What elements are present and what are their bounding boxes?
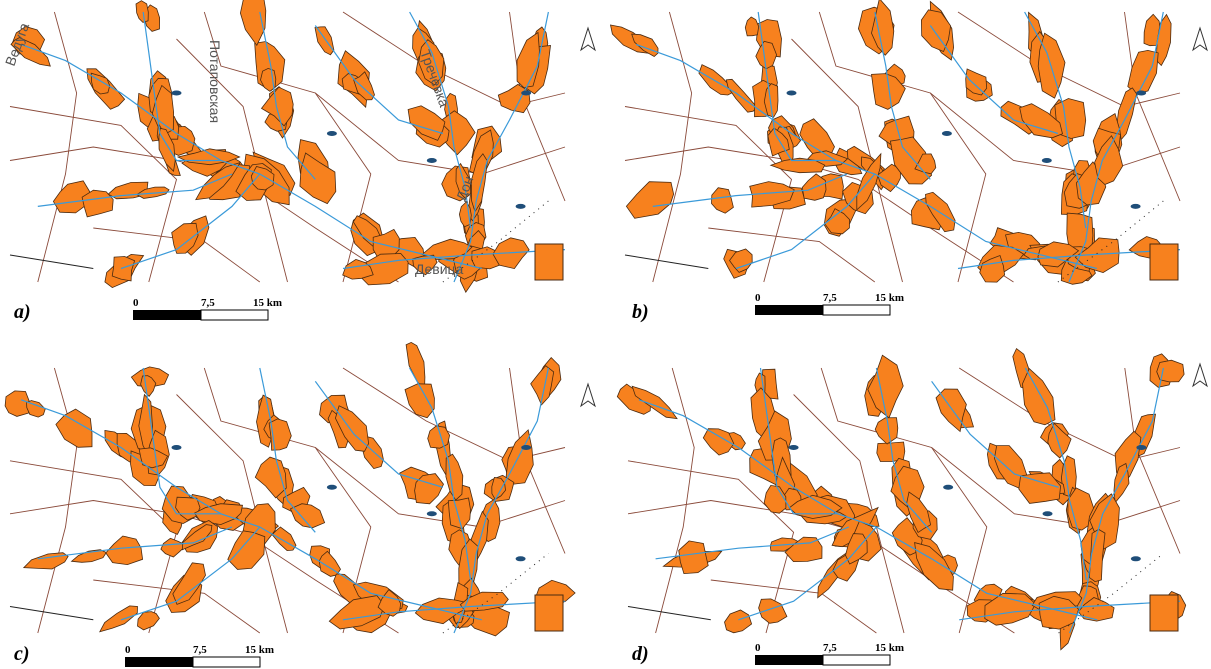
- north-arrow: [581, 28, 595, 50]
- scale-label: 0: [133, 297, 139, 309]
- settlement: [875, 418, 898, 444]
- railway: [625, 255, 708, 269]
- scale-bar-white: [201, 310, 268, 320]
- settlement: [725, 610, 752, 633]
- panel-label: a): [14, 301, 31, 323]
- lake: [1136, 91, 1146, 96]
- river-name: Девица: [415, 261, 464, 277]
- settlement: [712, 188, 734, 214]
- industrial: [1150, 244, 1178, 280]
- north-arrow: [581, 384, 595, 406]
- lake: [787, 91, 797, 96]
- scale-bar-black: [125, 657, 193, 667]
- scale-bar-black: [755, 655, 823, 665]
- figure: a)07,515 kmПотаповскаяТречевкаДонДевицаВ…: [0, 0, 1211, 669]
- settlement: [726, 79, 757, 112]
- north-arrow: [1193, 28, 1207, 50]
- settlement: [745, 17, 758, 36]
- settlement: [405, 384, 434, 418]
- settlement: [138, 612, 160, 630]
- settlement: [406, 342, 425, 390]
- settlement: [136, 1, 148, 23]
- settlement: [448, 498, 470, 529]
- scale-label: 15 km: [253, 297, 282, 309]
- scale-bar-black: [133, 310, 201, 320]
- lake: [789, 445, 799, 450]
- settlement: [626, 182, 673, 219]
- lake: [516, 204, 526, 209]
- scale-label: 15 km: [875, 642, 904, 654]
- settlement: [679, 541, 709, 574]
- industrial: [535, 595, 563, 631]
- panel-label: d): [632, 643, 649, 665]
- settlement: [1048, 423, 1071, 458]
- lake: [427, 158, 437, 163]
- river-name: Потаповская: [207, 40, 223, 123]
- map-panel: c) 0 7,5 15 km: [5, 342, 595, 667]
- railway: [628, 607, 711, 620]
- settlement: [228, 531, 265, 570]
- lake: [172, 91, 182, 96]
- settlement: [106, 536, 143, 565]
- settlement: [72, 550, 107, 563]
- scale-bar-black: [755, 305, 823, 315]
- settlement: [506, 430, 533, 484]
- road: [10, 461, 177, 633]
- scale-bar-white: [823, 655, 890, 665]
- lake: [327, 485, 337, 490]
- settlement: [100, 606, 138, 632]
- scale-label: 15 km: [245, 644, 274, 656]
- settlement: [408, 106, 445, 141]
- lake: [427, 511, 437, 516]
- lake: [1131, 204, 1141, 209]
- settlement: [921, 10, 950, 52]
- scale-label: 7,5: [823, 292, 837, 304]
- map-panel: b) 0 7,5 15 km: [611, 0, 1208, 323]
- scale-label: 7,5: [823, 642, 837, 654]
- settlement: [315, 27, 334, 55]
- scale-label: 0: [755, 292, 761, 304]
- lake: [942, 131, 952, 136]
- settlement: [5, 391, 29, 417]
- scale-bar-white: [193, 657, 260, 667]
- lake: [1042, 158, 1052, 163]
- scale-bar-white: [823, 305, 890, 315]
- railway: [10, 255, 93, 269]
- lake: [1136, 445, 1146, 450]
- scale-label: 7,5: [193, 644, 207, 656]
- industrial: [535, 244, 563, 280]
- lake: [521, 91, 531, 96]
- scale-label: 0: [755, 642, 761, 654]
- railway: [10, 607, 93, 620]
- settlement: [24, 553, 68, 569]
- lake: [943, 485, 953, 490]
- settlement: [272, 527, 296, 551]
- north-arrow: [1193, 364, 1207, 386]
- panel-label: b): [632, 301, 649, 323]
- lake: [1131, 556, 1141, 561]
- scale-label: 0: [125, 644, 131, 656]
- map-panel: d) 0 7,5 15 km: [617, 349, 1207, 665]
- lake: [1043, 511, 1053, 516]
- lake: [521, 445, 531, 450]
- lake: [516, 556, 526, 561]
- settlement: [112, 257, 134, 281]
- scale-label: 15 km: [875, 292, 904, 304]
- panel-label: c): [14, 643, 30, 665]
- lake: [172, 445, 182, 450]
- industrial: [1150, 595, 1178, 631]
- scale-label: 7,5: [201, 297, 215, 309]
- lake: [327, 131, 337, 136]
